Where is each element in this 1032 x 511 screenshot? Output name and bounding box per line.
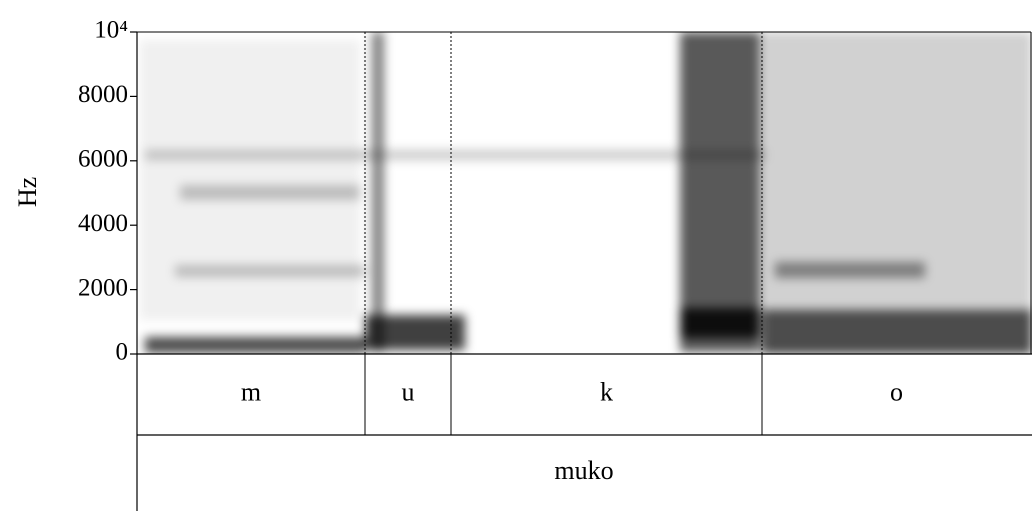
y-tick-label: 6000 (78, 146, 128, 173)
y-tick-label: 10⁴ (94, 17, 128, 44)
y-axis-title: Hz (13, 177, 42, 207)
interval-label: u (402, 377, 415, 406)
y-tick-label: 2000 (78, 274, 128, 301)
spectrogram-shade (175, 265, 365, 277)
y-tick-label: 0 (116, 339, 129, 366)
spectrogram-shade (365, 315, 465, 350)
spectrogram-shade (372, 32, 384, 352)
spectrogram-shade (762, 310, 1032, 354)
interval-label: muko (554, 456, 613, 485)
spectrogram-shade (145, 150, 765, 160)
spectrogram-shade (145, 337, 365, 353)
interval-label: m (241, 377, 261, 406)
spectrogram-shade (140, 40, 360, 320)
y-tick-label: 4000 (78, 210, 128, 237)
spectrogram-shade (775, 262, 925, 278)
interval-label: k (600, 377, 613, 406)
spectrogram-shade (180, 185, 360, 200)
y-tick-label: 8000 (78, 81, 128, 108)
spectrogram-shade (680, 32, 760, 352)
interval-label: o (890, 377, 903, 406)
spectrogram-image (140, 32, 1032, 354)
spectrogram-shade (680, 308, 760, 338)
